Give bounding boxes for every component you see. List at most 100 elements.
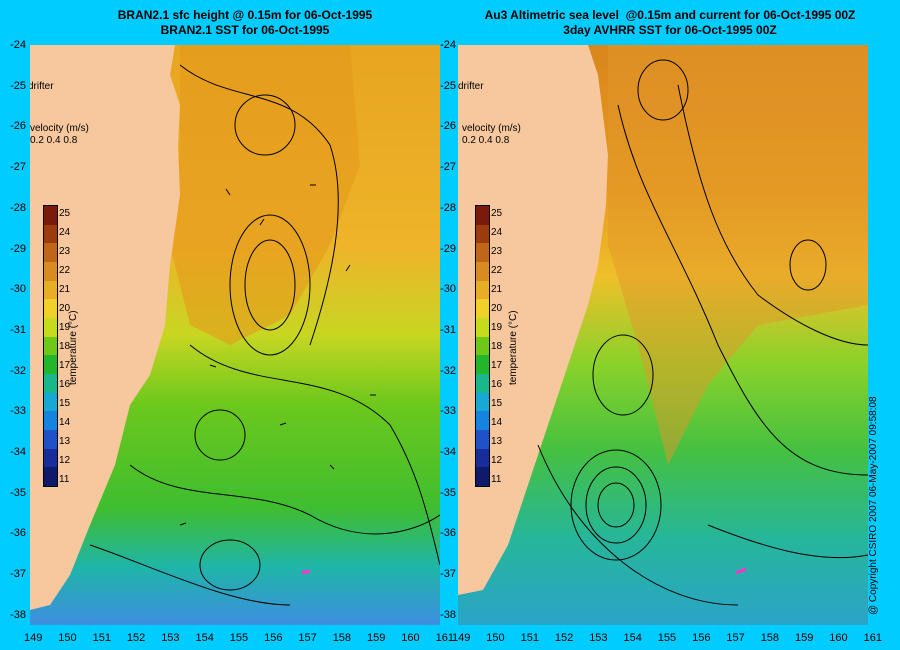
velocity-legend-right: velocity (m/s) 0.2 0.4 0.8 [462, 123, 521, 147]
longitude-tick-label: 160 [829, 632, 848, 644]
colorbar-swatch [44, 261, 57, 281]
longitude-tick-label: 153 [161, 632, 180, 644]
warm-core-band [608, 45, 868, 465]
colorbar-swatch [476, 243, 489, 262]
colorbar-swatch [476, 261, 489, 281]
longitude-tick-label: 149 [452, 632, 471, 644]
colorbar-tick-label: 12 [59, 455, 71, 466]
latitude-tick-label: -38 [10, 608, 26, 621]
colorbar-swatch [476, 336, 489, 356]
colorbar-swatch [44, 429, 57, 449]
colorbar-tick-label: 18 [59, 341, 71, 352]
colorbar-swatch [44, 392, 57, 412]
colorbar-swatch [476, 429, 489, 449]
latitude-tick-label: -27 [10, 161, 26, 174]
colorbar-tick-label: 17 [59, 360, 71, 371]
longitude-tick-label: 153 [589, 632, 608, 644]
longitude-tick-label: 161 [435, 632, 454, 644]
colorbar-tick-label: 17 [491, 360, 503, 371]
longitude-tick-label: 155 [229, 632, 249, 644]
latitude-tick-label: -33 [440, 405, 456, 418]
colorbar-swatch [44, 355, 57, 374]
longitude-tick-label: 161 [863, 632, 882, 644]
latitude-tick-label: -24 [10, 39, 26, 51]
colorbar-swatch [44, 280, 57, 300]
latitude-tick-label: -25 [440, 79, 456, 92]
longitude-tick-label: 159 [367, 632, 386, 644]
colorbar-tick-label: 13 [59, 436, 71, 447]
latitude-tick-label: -29 [10, 242, 26, 255]
longitude-tick-label: 154 [195, 632, 214, 644]
colorbar-tick-label: 18 [491, 341, 503, 352]
colorbar-tick-label: 25 [59, 208, 71, 219]
colorbar-swatch [44, 206, 57, 225]
latitude-tick-label: -31 [440, 323, 456, 336]
copyright-notice: @ Copyright CSIRO 2007 06-May-2007 09:58… [868, 396, 879, 615]
left-title-line1: BRAN2.1 sfc height @ 0.15m for 06-Oct-19… [117, 8, 373, 22]
colorbar-right [475, 205, 490, 487]
drifter-track-left [301, 569, 311, 575]
longitude-tick-label: 156 [692, 632, 711, 644]
longitude-tick-label: 154 [623, 632, 642, 644]
latitude-tick-label: -27 [440, 161, 456, 174]
left-panel-title: BRAN2.1 sfc height @ 0.15m for 06-Oct-19… [60, 8, 430, 38]
latitude-tick-label: -26 [440, 120, 456, 133]
latitude-tick-label: -30 [440, 283, 456, 296]
latitude-tick-label: -26 [10, 120, 26, 133]
longitude-tick-label: 149 [24, 632, 43, 644]
land-mass [30, 45, 180, 610]
colorbar-swatch [44, 224, 57, 244]
latitude-tick-label: -28 [440, 201, 456, 214]
latitude-tick-label: -35 [440, 486, 456, 499]
colorbar-tick-label: 24 [59, 227, 71, 238]
left-title-line2: BRAN2.1 SST for 06-Oct-1995 [160, 23, 330, 37]
colorbar-swatch [476, 299, 489, 318]
colorbar-tick-label: 22 [59, 265, 71, 276]
colorbar-tick-label: 15 [491, 398, 503, 409]
right-map-svg [458, 45, 868, 625]
colorbar-tick-label: 13 [491, 436, 503, 447]
right-title-line2: 3day AVHRR SST for 06-Oct-1995 00Z [563, 23, 777, 37]
latitude-tick-label: -36 [440, 527, 456, 540]
colorbar-swatch [476, 206, 489, 225]
colorbar-swatch [44, 299, 57, 318]
colorbar-tick-label: 14 [59, 417, 71, 428]
colorbar-tick-label: 19 [491, 322, 503, 333]
longitude-tick-label: 152 [126, 632, 146, 644]
colorbar-tick-label: 21 [59, 284, 71, 295]
drifter-track-right [735, 567, 747, 575]
longitude-tick-label: 159 [795, 632, 814, 644]
colorbar-swatch [476, 373, 489, 393]
colorbar-swatch [476, 355, 489, 374]
longitude-tick-label: 160 [401, 632, 420, 644]
velocity-legend-values: 0.2 0.4 0.8 [462, 135, 510, 146]
colorbar-swatch [44, 411, 57, 430]
longitude-tick-label: 157 [726, 632, 745, 644]
colorbar-swatch [44, 243, 57, 262]
colorbar-swatch [476, 392, 489, 412]
sea-level-contours [537, 59, 868, 606]
colorbar-tick-label: 24 [491, 227, 503, 238]
latitude-tick-label: -28 [10, 201, 26, 214]
colorbar-swatch [476, 448, 489, 468]
colorbar-swatch [476, 467, 489, 486]
colorbar-tick-label: 25 [491, 208, 503, 219]
velocity-legend-title: velocity (m/s) [462, 123, 521, 134]
colorbar-tick-label: 11 [59, 474, 70, 485]
right-map-panel: drifter velocity (m/s) 0.2 0.4 0.8 [458, 45, 868, 625]
longitude-tick-label: 156 [264, 632, 283, 644]
colorbar-swatch [44, 373, 57, 393]
colorbar-tick-label: 16 [491, 379, 503, 390]
velocity-legend-title: velocity (m/s) [30, 123, 89, 134]
drifter-label-left: drifter [30, 81, 54, 92]
colorbar-tick-label: 11 [491, 474, 502, 485]
latitude-tick-label: -34 [10, 446, 26, 458]
colorbar-tick-label: 23 [491, 246, 503, 257]
latitude-tick-label: -24 [440, 39, 456, 51]
latitude-tick-label: -31 [10, 323, 26, 336]
colorbar-swatch [476, 224, 489, 244]
colorbar-swatch [44, 336, 57, 356]
colorbar-swatch [476, 317, 489, 337]
longitude-tick-label: 158 [760, 632, 780, 644]
longitude-tick-label: 151 [520, 632, 539, 644]
